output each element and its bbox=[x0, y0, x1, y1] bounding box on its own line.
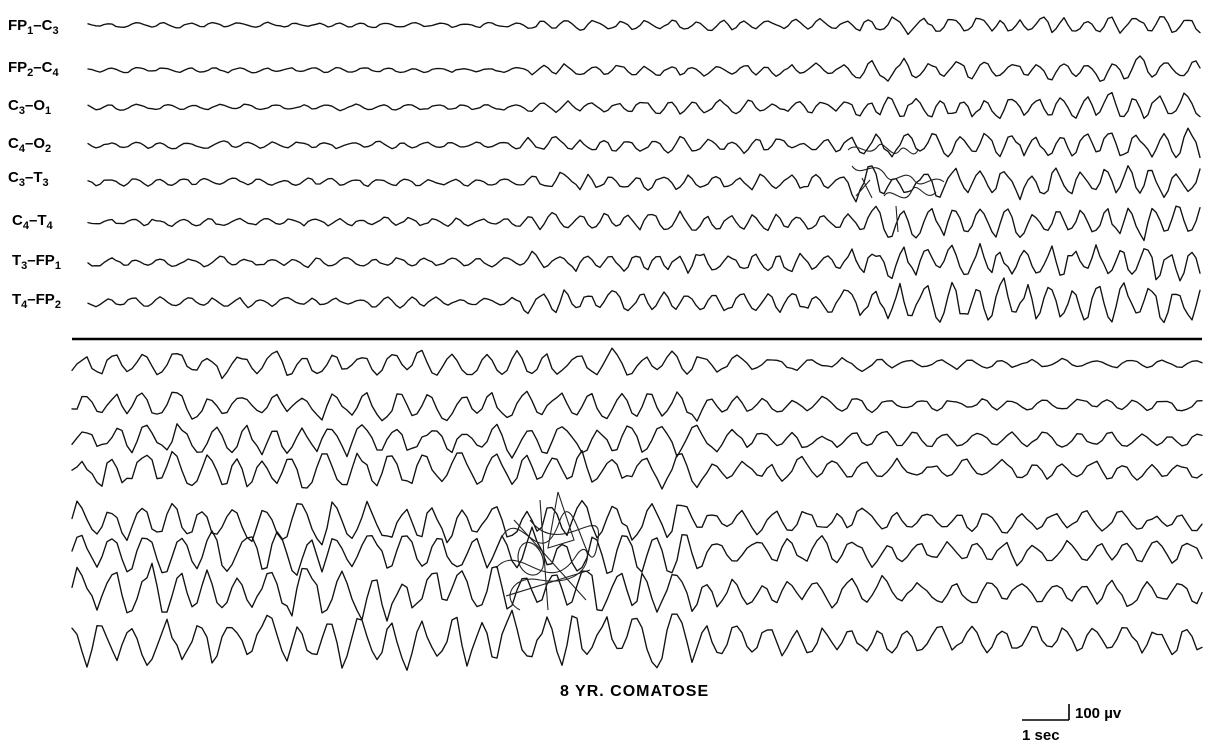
eeg-trace-c4-o2 bbox=[87, 127, 1201, 159]
channel-label-fp1-c3: FP1–C3 bbox=[8, 17, 59, 37]
eeg-trace-bottom-c3-t3 bbox=[71, 499, 1203, 546]
eeg-trace-fp2-c4 bbox=[87, 55, 1201, 82]
channel-label-t3-fp1: T3–FP1 bbox=[12, 252, 61, 272]
eeg-trace-fp1-c3 bbox=[87, 16, 1201, 36]
channel-labels: FP1–C3 FP2–C4 C3–O1 C4–O2 C3–T3 C4–T4 T3… bbox=[8, 17, 61, 311]
eeg-trace-t3-fp1 bbox=[87, 242, 1201, 282]
channel-label-c3-t3: C3–T3 bbox=[8, 169, 49, 189]
channel-label-c4-t4: C4–T4 bbox=[12, 212, 53, 232]
calibration-scale: 100 µv 1 sec bbox=[1022, 704, 1122, 744]
channel-label-c3-o1: C3–O1 bbox=[8, 97, 51, 117]
channel-label-fp2-c4: FP2–C4 bbox=[8, 59, 59, 79]
handwritten-annotation-top bbox=[847, 143, 945, 233]
eeg-trace-bottom-fp1-c3 bbox=[71, 347, 1203, 380]
eeg-trace-bottom-t3-fp1 bbox=[71, 562, 1203, 622]
top-panel-traces bbox=[87, 16, 1201, 324]
eeg-trace-bottom-c3-o1 bbox=[71, 423, 1203, 459]
amplitude-scale-label: 100 µv bbox=[1075, 705, 1122, 722]
eeg-trace-bottom-t4-fp2 bbox=[71, 609, 1203, 671]
eeg-trace-t4-fp2 bbox=[87, 277, 1201, 324]
eeg-trace-bottom-fp2-c4 bbox=[71, 390, 1203, 422]
eeg-trace-bottom-c4-o2 bbox=[71, 449, 1203, 490]
eeg-trace-bottom-c4-t4 bbox=[71, 526, 1203, 576]
time-scale-label: 1 sec bbox=[1022, 727, 1060, 744]
eeg-trace-c3-o1 bbox=[87, 91, 1201, 120]
figure-caption: 8 YR. COMATOSE bbox=[560, 683, 709, 700]
eeg-trace-c3-t3 bbox=[87, 165, 1201, 203]
channel-label-c4-o2: C4–O2 bbox=[8, 135, 51, 155]
eeg-trace-c4-t4 bbox=[87, 205, 1201, 242]
handwritten-annotation-bottom bbox=[495, 491, 600, 611]
bottom-panel-traces bbox=[71, 347, 1203, 671]
channel-label-t4-fp2: T4–FP2 bbox=[12, 291, 61, 311]
